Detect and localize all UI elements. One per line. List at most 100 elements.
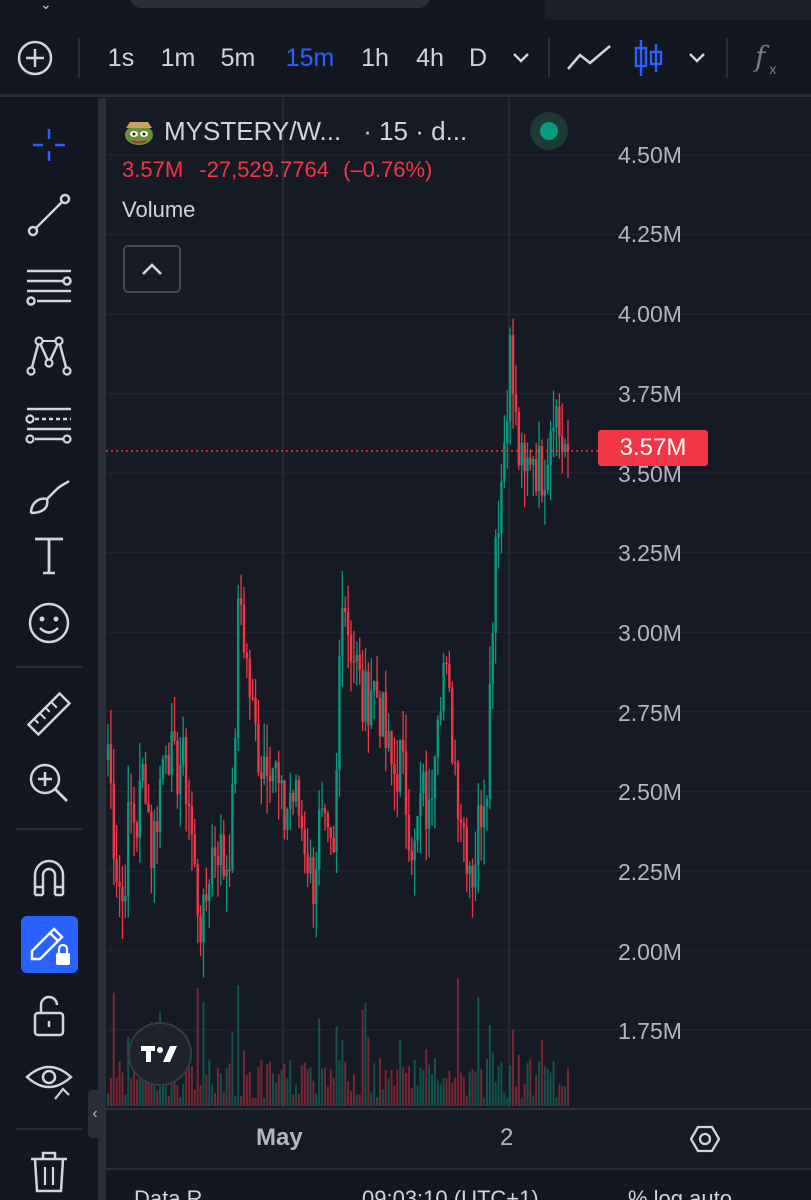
- tradingview-logo[interactable]: [128, 1022, 192, 1086]
- candle-body: [367, 671, 370, 726]
- candle-body: [526, 457, 529, 472]
- candle-body: [364, 671, 367, 722]
- candle-body: [265, 756, 269, 776]
- candle-body: [358, 654, 361, 670]
- volume-bar: [477, 996, 480, 1106]
- interval-5m[interactable]: 5m: [220, 43, 256, 72]
- price-axis-label: 4.00M: [618, 301, 682, 327]
- text-tool[interactable]: [16, 526, 82, 584]
- volume-bar: [124, 1094, 127, 1106]
- emoji-tool[interactable]: [16, 594, 82, 652]
- candle-body: [419, 793, 422, 816]
- symbol-name[interactable]: MYSTERY/W...: [164, 116, 342, 146]
- volume-bar: [205, 1074, 208, 1106]
- time-axis-border: [106, 1108, 811, 1110]
- candle-body: [532, 459, 535, 465]
- candle-body: [537, 445, 541, 492]
- volume-bar: [179, 1096, 182, 1106]
- volume-bar: [107, 1093, 109, 1106]
- chart-settings-button[interactable]: [689, 1124, 721, 1159]
- candle-body: [291, 792, 295, 802]
- candle-body: [480, 804, 483, 828]
- unlock-tool[interactable]: [16, 986, 82, 1044]
- candle-body: [106, 744, 110, 761]
- pepe-avatar-icon: [125, 121, 153, 145]
- interval-4h[interactable]: 4h: [416, 43, 444, 72]
- brush-tool[interactable]: [16, 466, 82, 524]
- zoom-in-tool[interactable]: [16, 754, 82, 812]
- volume-bar: [558, 1084, 561, 1106]
- interval-1s[interactable]: 1s: [107, 43, 135, 72]
- collapse-legend-button[interactable]: [123, 245, 181, 293]
- volume-bar: [185, 1057, 188, 1106]
- candle-body: [335, 769, 338, 853]
- emoji-icon: [28, 602, 70, 644]
- candle-body: [425, 771, 428, 829]
- candle-body: [132, 803, 136, 823]
- candle-body: [566, 444, 570, 451]
- interval-D[interactable]: D: [468, 43, 488, 72]
- candle-body: [384, 692, 387, 748]
- candle-body: [442, 662, 445, 712]
- market-status-indicator[interactable]: [530, 112, 568, 150]
- crosshair-tool[interactable]: [16, 116, 82, 174]
- interval-dropdown[interactable]: [504, 22, 538, 94]
- volume-bar: [344, 1061, 347, 1106]
- chevron-down-icon[interactable]: ⌄: [40, 0, 52, 12]
- volume-bar: [161, 1078, 164, 1106]
- volume-bar: [164, 1077, 167, 1106]
- line-chart-button[interactable]: [564, 22, 614, 94]
- candle-body: [361, 669, 364, 722]
- candle-body: [222, 834, 225, 877]
- volume-bar: [254, 1097, 257, 1106]
- candle-body: [309, 857, 312, 874]
- ruler-tool[interactable]: [16, 686, 82, 744]
- magnet-tool[interactable]: [16, 848, 82, 906]
- volume-bar: [480, 1068, 483, 1106]
- toolbar-divider: [548, 38, 550, 78]
- volume-bar: [147, 1082, 150, 1106]
- interval-15m[interactable]: 15m: [285, 43, 335, 72]
- lock-drawing-tool[interactable]: [21, 916, 78, 973]
- candle-body: [375, 681, 379, 698]
- volume-bar: [283, 1063, 286, 1106]
- candlestick-icon: [634, 40, 663, 76]
- candle-body: [184, 737, 188, 804]
- candlestick-button[interactable]: [628, 22, 668, 94]
- volume-bar: [410, 1088, 413, 1106]
- line-chart-icon: [567, 45, 611, 70]
- volume-bar: [216, 1068, 219, 1106]
- price-axis-label: 3.00M: [618, 620, 682, 646]
- clock-time[interactable]: 09:03:10 (UTC+1): [362, 1186, 539, 1200]
- volume-bar: [292, 1094, 295, 1106]
- price-chart[interactable]: [106, 98, 811, 1108]
- visibility-tool[interactable]: [16, 1050, 82, 1108]
- horizontal-lines-tool[interactable]: [16, 256, 82, 314]
- volume-bar: [436, 1080, 439, 1106]
- date-range-button[interactable]: Data R...: [134, 1186, 221, 1200]
- candle-body: [355, 654, 359, 662]
- fib-retracement-tool[interactable]: [16, 396, 82, 454]
- candle-body: [329, 826, 332, 838]
- scale-options[interactable]: % log auto: [628, 1186, 732, 1200]
- pattern-tool[interactable]: [16, 326, 82, 384]
- interval-1m[interactable]: 1m: [160, 43, 196, 72]
- candle-body: [558, 406, 561, 437]
- chart-pane[interactable]: MYSTERY/W... · 15 · d... 3.57M -27,529.7…: [106, 98, 811, 1200]
- remove-drawings-tool[interactable]: [16, 1142, 82, 1200]
- add-symbol-button[interactable]: [14, 22, 56, 94]
- candle-body: [213, 847, 217, 857]
- trend-line-tool[interactable]: [16, 186, 82, 244]
- volume-bar: [399, 1039, 402, 1106]
- candle-body: [433, 757, 437, 799]
- volume-bar: [552, 1060, 555, 1106]
- volume-indicator-label[interactable]: Volume: [122, 197, 196, 222]
- volume-bar: [173, 1081, 176, 1106]
- interval-1h[interactable]: 1h: [361, 43, 389, 72]
- chart-type-dropdown[interactable]: [680, 22, 714, 94]
- address-bar[interactable]: [130, 0, 430, 8]
- volume-bar: [413, 1060, 416, 1106]
- candle-body: [491, 633, 494, 684]
- collapse-sidebar-button[interactable]: ‹: [88, 1090, 102, 1138]
